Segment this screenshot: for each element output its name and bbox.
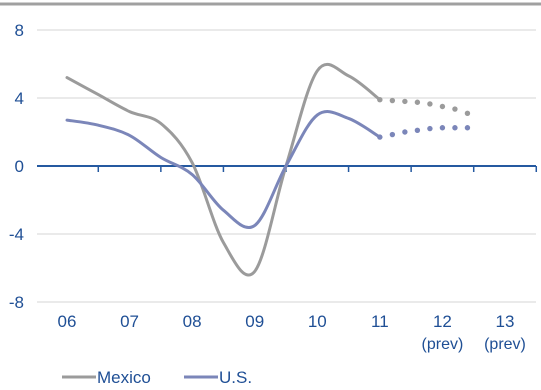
series-line-u-s (65, 110, 382, 229)
forecast-point-u-s (452, 125, 458, 131)
forecast-point-u-s (402, 129, 408, 135)
forecast-point-u-s (377, 134, 383, 140)
x-tick-label: 08 (183, 312, 202, 331)
forecast-point-mexico (377, 97, 383, 103)
forecast-point-u-s (464, 125, 471, 131)
x-tick-sublabel: (prev) (422, 336, 464, 353)
series-line-mexico (65, 63, 382, 277)
x-tick-label: 06 (58, 312, 77, 331)
series-lines (65, 63, 471, 277)
forecast-point-mexico (452, 106, 458, 112)
x-tick-label: 12 (433, 312, 452, 331)
forecast-point-mexico (389, 97, 396, 104)
legend: Mexico U.S. (62, 368, 252, 387)
forecast-point-u-s (414, 127, 421, 133)
x-tick-label: 11 (371, 312, 389, 331)
x-tick-label: 09 (245, 312, 264, 331)
tick-labels: 8 4 0 -4 -8 06 07 08 09 10 11 12 (prev) 13 (prev) (9, 21, 526, 353)
x-tick-label: 07 (120, 312, 139, 331)
y-tick-label: -8 (9, 293, 24, 312)
y-tick-label: 4 (15, 89, 24, 108)
forecast-point-u-s (439, 125, 446, 131)
forecast-point-u-s (427, 125, 433, 132)
forecast-point-mexico (427, 101, 433, 107)
forecast-point-mexico (439, 103, 446, 110)
x-tick-label: 13 (496, 312, 515, 331)
y-tick-label: 0 (15, 157, 24, 176)
y-tick-label: -4 (9, 225, 24, 244)
forecast-point-mexico (402, 98, 408, 105)
legend-label-u-s: U.S. (219, 368, 252, 387)
y-tick-label: 8 (15, 21, 24, 40)
forecast-point-u-s (389, 131, 396, 138)
x-tick-sublabel: (prev) (484, 336, 526, 353)
forecast-point-mexico (464, 110, 471, 117)
forecast-point-mexico (414, 99, 421, 105)
legend-label-mexico: Mexico (97, 368, 151, 387)
x-tick-label: 10 (308, 312, 327, 331)
